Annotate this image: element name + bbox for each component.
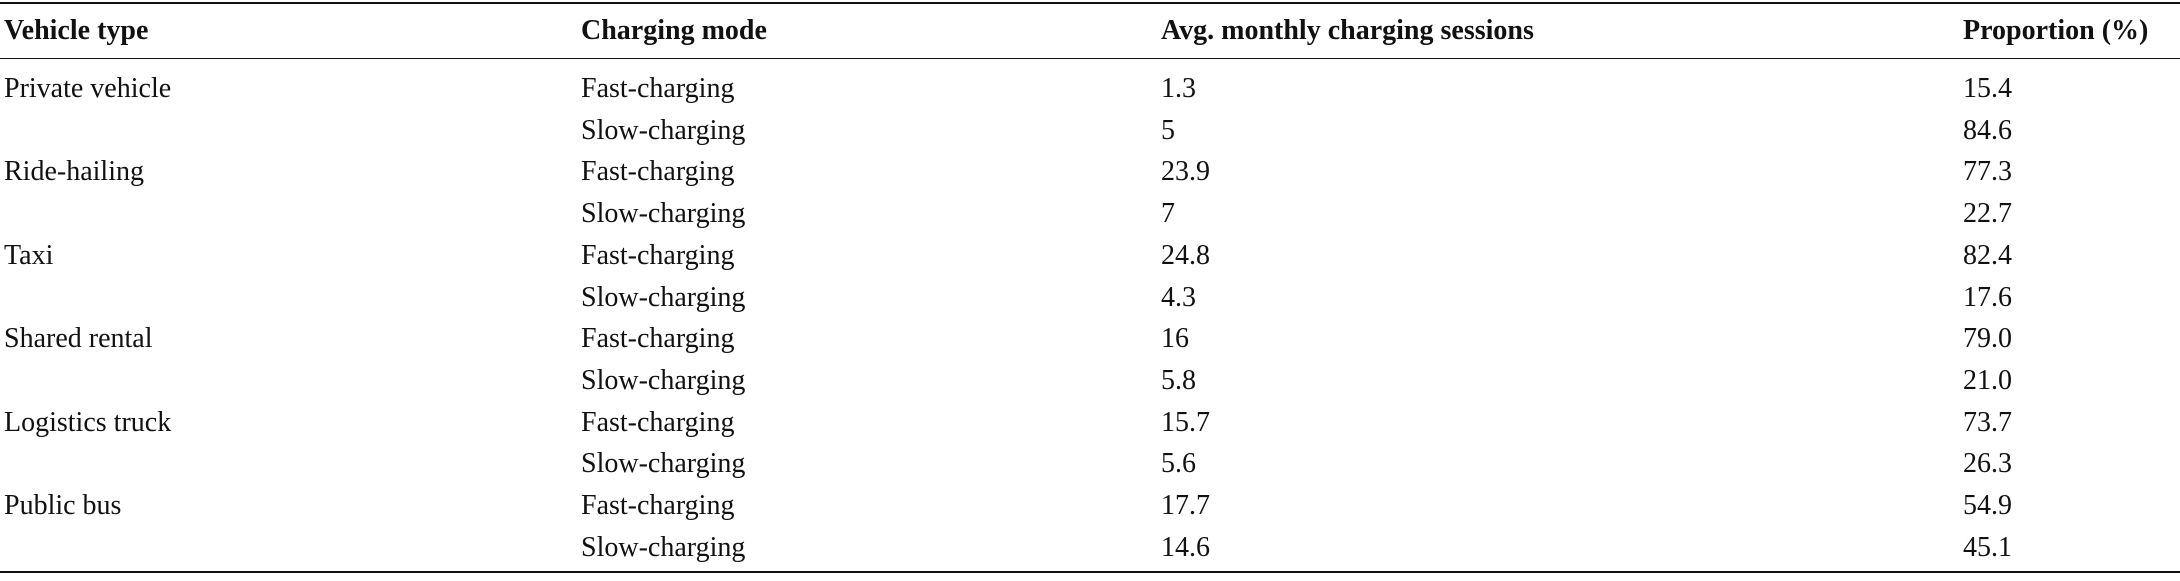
vehicle-type: Private vehicle bbox=[4, 73, 172, 104]
proportion: 77.3 bbox=[1963, 156, 2012, 188]
vehicle-type: Ride-hailing bbox=[4, 156, 144, 188]
proportion: 84.6 bbox=[1963, 114, 2012, 146]
proportion: 17.6 bbox=[1963, 281, 2012, 313]
column-header: Vehicle type bbox=[4, 15, 149, 46]
sessions: 4.3 bbox=[1161, 281, 1196, 313]
charging-mode: Slow-charging bbox=[581, 281, 746, 313]
sessions: 16 bbox=[1161, 323, 1189, 355]
charging-mode: Fast-charging bbox=[581, 156, 735, 188]
sessions: 24.8 bbox=[1161, 239, 1210, 271]
bottom-rule bbox=[0, 571, 2180, 573]
proportion: 73.7 bbox=[1963, 406, 2012, 438]
charging-mode: Slow-charging bbox=[581, 114, 746, 146]
vehicle-type: Logistics truck bbox=[4, 406, 172, 438]
proportion: 54.9 bbox=[1963, 490, 2012, 521]
proportion: 21.0 bbox=[1963, 364, 2012, 396]
sessions: 23.9 bbox=[1161, 156, 1210, 188]
charging-mode: Slow-charging bbox=[581, 198, 746, 230]
proportion: 15.4 bbox=[1963, 73, 2012, 104]
charging-mode: Fast-charging bbox=[581, 490, 735, 521]
top-rule bbox=[0, 2, 2180, 4]
header-rule bbox=[0, 58, 2180, 59]
sessions: 5 bbox=[1161, 114, 1175, 146]
charging-mode: Fast-charging bbox=[581, 406, 735, 438]
charging-mode: Slow-charging bbox=[581, 531, 746, 563]
sessions: 17.7 bbox=[1161, 490, 1210, 521]
sessions: 1.3 bbox=[1161, 73, 1196, 104]
vehicle-type: Shared rental bbox=[4, 323, 153, 355]
proportion: 22.7 bbox=[1963, 198, 2012, 230]
vehicle-type: Public bus bbox=[4, 490, 122, 521]
charging-mode: Fast-charging bbox=[581, 323, 735, 355]
proportion: 79.0 bbox=[1963, 323, 2012, 355]
sessions: 5.6 bbox=[1161, 448, 1196, 480]
sessions: 14.6 bbox=[1161, 531, 1210, 563]
proportion: 45.1 bbox=[1963, 531, 2012, 563]
sessions: 7 bbox=[1161, 198, 1175, 230]
column-header: Proportion (%) bbox=[1963, 15, 2149, 46]
vehicle-type: Taxi bbox=[4, 239, 54, 271]
charging-mode: Slow-charging bbox=[581, 364, 746, 396]
sessions: 15.7 bbox=[1161, 406, 1210, 438]
column-header: Avg. monthly charging sessions bbox=[1161, 15, 1534, 46]
charging-mode: Fast-charging bbox=[581, 73, 735, 104]
charging-mode: Fast-charging bbox=[581, 239, 735, 271]
proportion: 26.3 bbox=[1963, 448, 2012, 480]
charging-mode: Slow-charging bbox=[581, 448, 746, 480]
proportion: 82.4 bbox=[1963, 239, 2012, 271]
column-header: Charging mode bbox=[581, 15, 767, 46]
sessions: 5.8 bbox=[1161, 364, 1196, 396]
